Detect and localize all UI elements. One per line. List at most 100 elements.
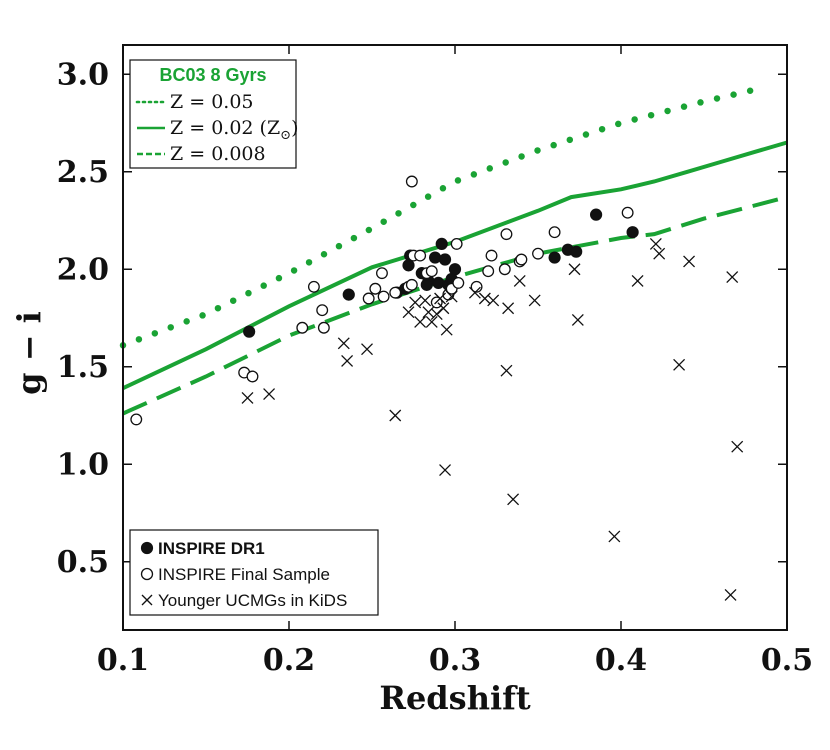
point-inspire-dr1 [342, 288, 355, 301]
point-younger-ucmg [513, 274, 526, 287]
y-tick-label: 1.5 [57, 350, 109, 385]
legend-label-z002: Z = 0.02 (Z⊙) [170, 117, 299, 143]
y-tick-label: 0.5 [57, 545, 109, 580]
y-tick-label: 3.0 [57, 57, 109, 92]
legend-label-z002-close: ) [291, 117, 298, 139]
point-inspire-dr1 [548, 251, 561, 264]
point-younger-ucmg [726, 271, 739, 284]
sample-legend-box [129, 529, 379, 616]
point-inspire-final [470, 280, 483, 293]
point-inspire-final [485, 249, 498, 262]
point-inspire-final [316, 304, 329, 317]
y-tick-label: 1.0 [57, 447, 109, 482]
x-tick-label: 0.1 [97, 643, 149, 678]
model-legend: BC03 8 Gyrs Z = 0.05 Z = 0.02 (Z⊙) Z = 0… [129, 59, 299, 169]
y-tick-label: 2.5 [57, 155, 109, 190]
point-inspire-dr1 [420, 278, 433, 291]
point-inspire-final [452, 276, 465, 289]
point-inspire-dr1 [402, 259, 415, 272]
legend-label-younger-ucmgs: Younger UCMGs in KiDS [158, 591, 347, 610]
point-younger-ucmg [631, 274, 644, 287]
model-line-dashed [122, 195, 788, 416]
legend-marker-open-circle [140, 567, 154, 581]
legend-label-z0008: Z = 0.008 [170, 143, 266, 165]
point-inspire-final [532, 247, 544, 260]
point-younger-ucmg [241, 391, 254, 404]
point-younger-ucmg [389, 409, 402, 422]
point-younger-ucmg [731, 440, 744, 453]
point-younger-ucmg [414, 315, 427, 328]
point-inspire-dr1 [626, 226, 639, 239]
point-inspire-final [548, 226, 561, 239]
point-inspire-final [425, 265, 438, 278]
point-inspire-final [482, 265, 495, 278]
point-inspire-final [362, 292, 375, 305]
sample-legend: INSPIRE DR1 INSPIRE Final Sample Younger… [129, 529, 379, 616]
point-younger-ucmg [263, 388, 276, 401]
y-axis-title: g − i [10, 311, 48, 395]
point-inspire-dr1 [589, 208, 603, 221]
point-inspire-final [389, 286, 402, 299]
point-inspire-final [369, 282, 382, 295]
legend-label-inspire-dr1: INSPIRE DR1 [158, 539, 265, 558]
point-inspire-dr1 [435, 237, 448, 250]
point-inspire-final [515, 253, 528, 266]
point-inspire-dr1 [438, 253, 452, 266]
point-inspire-final [621, 206, 634, 219]
x-tick-label: 0.4 [595, 643, 647, 678]
x-tick-label: 0.2 [263, 643, 315, 678]
point-younger-ucmg [683, 255, 696, 268]
point-inspire-dr1 [432, 276, 445, 289]
model-legend-title: BC03 8 Gyrs [159, 65, 266, 85]
point-younger-ucmg [478, 292, 491, 305]
point-inspire-final [498, 263, 511, 276]
point-inspire-final [296, 321, 309, 334]
legend-label-z002-sub: ⊙ [280, 128, 291, 143]
point-younger-ucmg [507, 493, 520, 506]
point-inspire-final [130, 413, 143, 426]
ticks-layer: 0.1 0.2 0.3 0.4 0.5 0.5 1.0 1.5 2.0 2.5 3.0 [57, 45, 813, 678]
point-younger-ucmg [425, 315, 438, 328]
point-inspire-final [414, 249, 427, 262]
point-inspire-final [500, 228, 513, 241]
data-points-layer [130, 175, 744, 601]
point-inspire-dr1 [243, 325, 256, 338]
point-inspire-final [376, 267, 388, 280]
point-younger-ucmg [402, 306, 415, 319]
point-younger-ucmg [653, 247, 666, 260]
y-tick-label: 2.0 [57, 252, 109, 287]
model-line-solid [122, 140, 788, 391]
model-lines-layer [119, 86, 788, 416]
legend-marker-filled-circle [140, 541, 154, 555]
legend-label-z002-main: Z = 0.02 (Z [170, 117, 280, 139]
model-line-dotted [119, 86, 758, 349]
point-younger-ucmg [468, 286, 481, 299]
point-younger-ucmg [419, 294, 432, 307]
model-legend-box [129, 59, 297, 169]
point-younger-ucmg [649, 237, 662, 250]
point-inspire-dr1 [448, 263, 462, 276]
point-younger-ucmg [445, 290, 458, 303]
legend-label-z005: Z = 0.05 [170, 91, 254, 113]
point-younger-ucmg [409, 296, 422, 309]
point-younger-ucmg [500, 364, 513, 377]
legend-label-inspire-final: INSPIRE Final Sample [158, 565, 330, 584]
point-inspire-dr1 [570, 245, 583, 258]
point-younger-ucmg [608, 530, 621, 543]
point-younger-ucmg [422, 306, 435, 319]
point-inspire-final [405, 175, 418, 188]
point-inspire-dr1 [428, 251, 442, 264]
point-younger-ucmg [440, 323, 453, 336]
point-inspire-final [307, 280, 320, 293]
x-tick-label: 0.3 [429, 643, 481, 678]
point-younger-ucmg [673, 358, 686, 371]
x-tick-label: 0.5 [761, 643, 813, 678]
point-younger-ucmg [724, 588, 737, 601]
point-younger-ucmg [434, 292, 447, 305]
point-younger-ucmg [502, 302, 515, 315]
point-younger-ucmg [571, 313, 584, 326]
point-younger-ucmg [528, 294, 541, 307]
point-younger-ucmg [361, 343, 373, 356]
point-inspire-final [450, 237, 463, 250]
